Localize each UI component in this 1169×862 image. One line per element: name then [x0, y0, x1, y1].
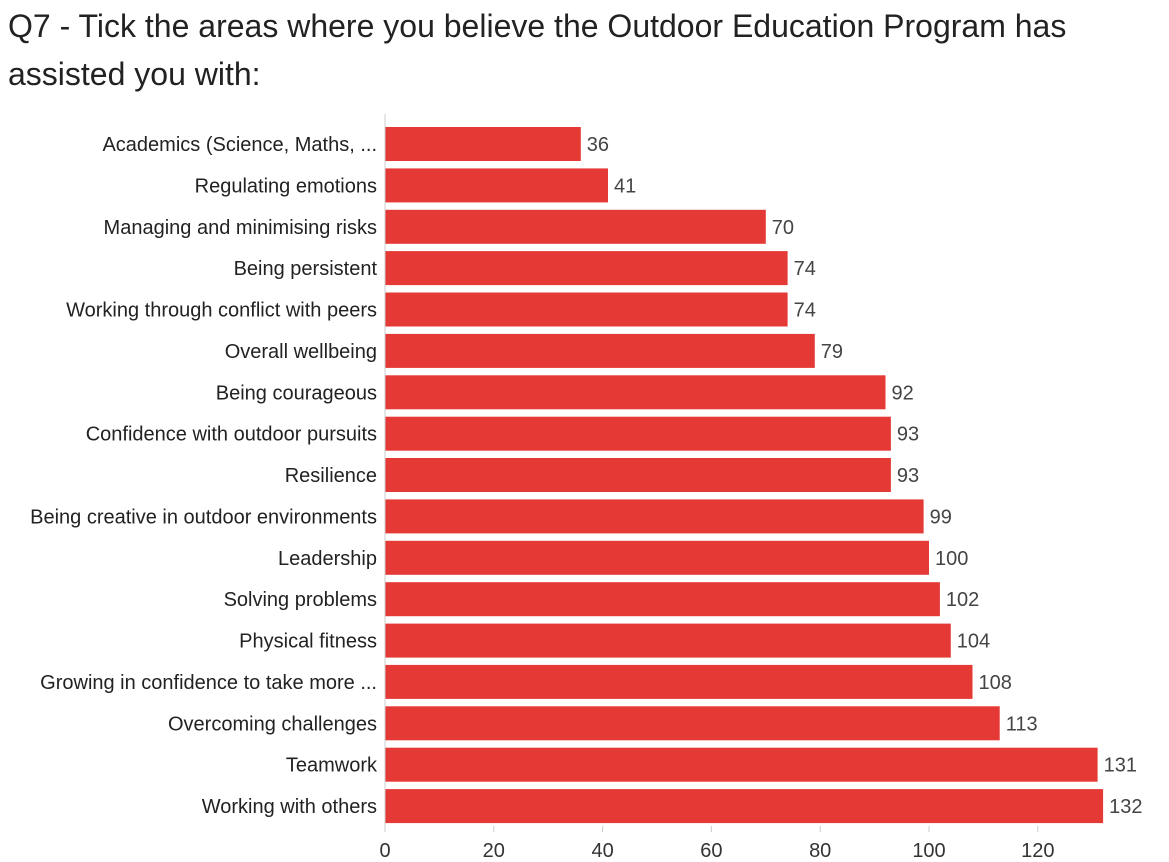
data-label: 92 [892, 382, 914, 404]
bar [385, 789, 1104, 824]
data-label: 41 [614, 175, 636, 197]
category-label: Being courageous [216, 382, 377, 404]
bar [385, 416, 891, 451]
bar [385, 209, 766, 244]
category-label: Confidence with outdoor pursuits [86, 424, 377, 446]
bar [385, 706, 1000, 741]
data-label: 99 [930, 506, 952, 528]
category-label: Growing in confidence to take more ... [40, 672, 377, 694]
bar [385, 664, 973, 699]
category-label: Managing and minimising risks [104, 217, 377, 239]
bar [385, 540, 929, 575]
bar [385, 458, 891, 492]
data-label: 93 [897, 424, 919, 446]
bar [385, 251, 788, 286]
data-label: 70 [772, 217, 794, 239]
category-label: Overcoming challenges [168, 713, 377, 735]
bar [385, 292, 788, 327]
bar [385, 375, 886, 410]
x-tick-label: 80 [809, 840, 831, 862]
x-tick-label: 40 [591, 840, 613, 862]
data-label: 79 [821, 341, 843, 363]
category-label: Being persistent [234, 258, 378, 280]
x-tick-label: 0 [379, 840, 390, 862]
data-label: 36 [587, 134, 609, 156]
data-label: 102 [946, 589, 979, 611]
category-label: Academics (Science, Maths, ... [102, 134, 377, 156]
category-label: Overall wellbeing [225, 341, 377, 363]
bar [385, 168, 608, 203]
x-tick-label: 20 [483, 840, 505, 862]
category-label: Being creative in outdoor environments [30, 506, 377, 528]
data-label: 74 [794, 258, 816, 280]
x-tick-label: 60 [700, 840, 722, 862]
bar [385, 499, 924, 534]
bar [385, 623, 951, 658]
category-label: Regulating emotions [195, 175, 377, 197]
data-label: 74 [794, 300, 816, 322]
category-label: Leadership [278, 548, 377, 570]
bar [385, 582, 940, 617]
category-label: Working through conflict with peers [66, 300, 377, 322]
bar [385, 747, 1098, 782]
data-label: 93 [897, 465, 919, 487]
x-tick-label: 120 [1021, 840, 1054, 862]
data-label: 100 [935, 548, 968, 570]
bar [385, 333, 815, 368]
data-label: 131 [1104, 755, 1137, 777]
chart-title: Q7 - Tick the areas where you believe th… [8, 8, 1067, 92]
bar [385, 127, 581, 161]
data-label: 132 [1109, 796, 1142, 818]
category-label: Teamwork [286, 755, 378, 777]
category-label: Resilience [285, 465, 377, 487]
data-label: 104 [957, 631, 990, 653]
category-label: Working with others [202, 796, 377, 818]
data-label: 113 [1006, 713, 1038, 735]
x-tick-label: 100 [912, 840, 945, 862]
category-label: Solving problems [224, 589, 377, 611]
category-label: Physical fitness [239, 631, 377, 653]
data-label: 108 [979, 672, 1012, 694]
